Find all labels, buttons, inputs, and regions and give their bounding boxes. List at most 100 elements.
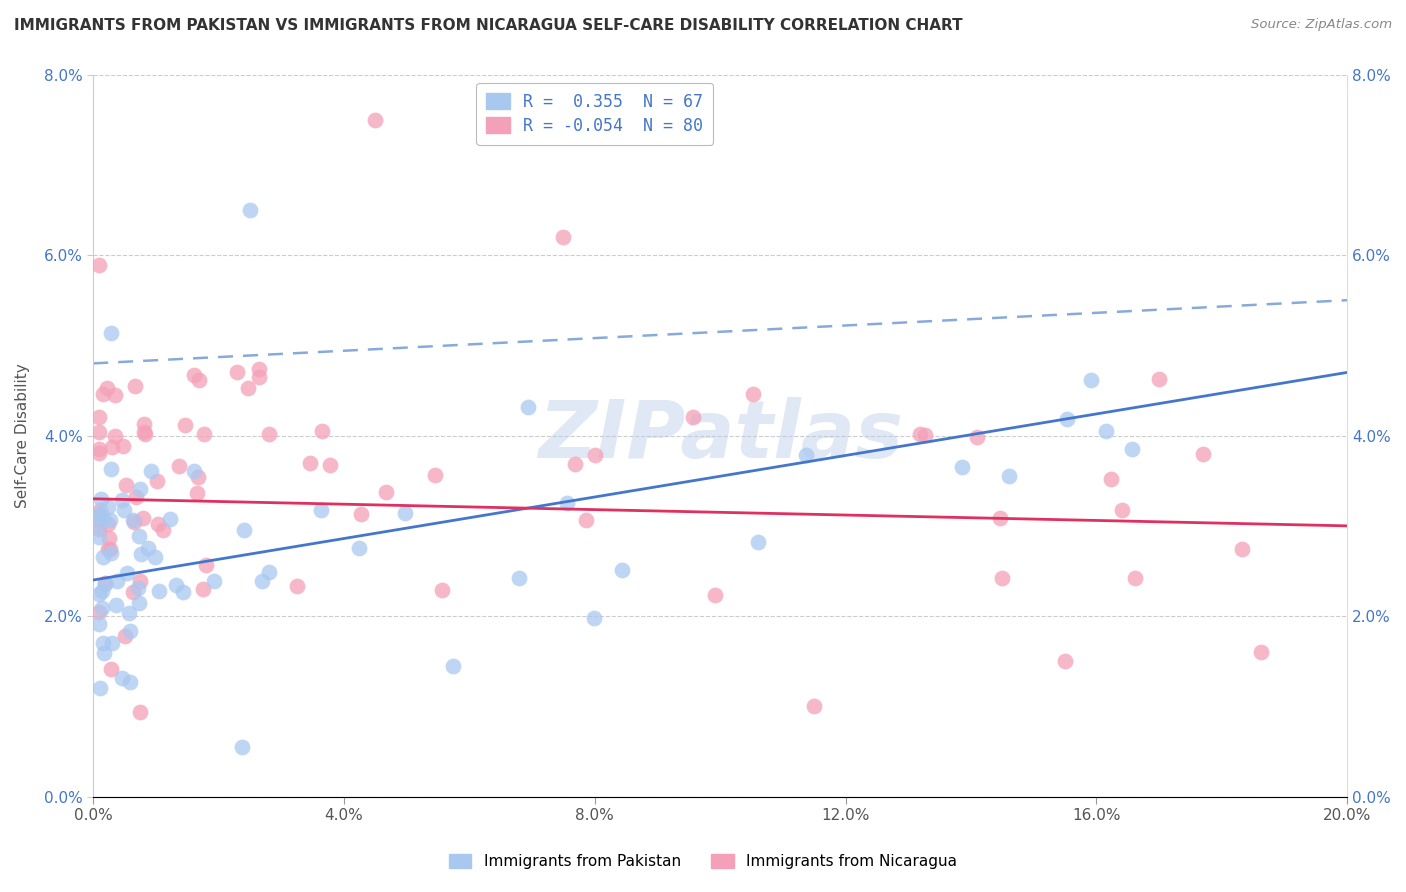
Point — [186, 486, 208, 500]
Text: Source: ZipAtlas.com: Source: ZipAtlas.com — [1251, 18, 1392, 31]
Point — [104, 429, 127, 443]
Point — [225, 365, 247, 379]
Point — [1111, 503, 1133, 517]
Point — [991, 571, 1014, 585]
Point — [112, 502, 135, 516]
Point — [516, 400, 538, 414]
Point — [195, 558, 218, 573]
Point — [128, 529, 150, 543]
Point — [111, 439, 134, 453]
Point — [236, 381, 259, 395]
Point — [101, 440, 124, 454]
Point — [91, 387, 114, 401]
Point — [193, 427, 215, 442]
Point — [555, 496, 578, 510]
Point — [89, 530, 111, 544]
Point — [747, 534, 769, 549]
Point — [441, 659, 464, 673]
Point — [139, 464, 162, 478]
Point — [794, 448, 817, 462]
Point — [105, 574, 128, 588]
Point — [91, 636, 114, 650]
Point — [89, 258, 111, 272]
Point — [174, 417, 197, 432]
Point — [146, 517, 169, 532]
Point — [90, 601, 112, 615]
Point — [1250, 645, 1272, 659]
Point — [575, 513, 598, 527]
Point — [132, 417, 155, 431]
Point — [583, 611, 606, 625]
Point — [257, 427, 280, 442]
Point — [309, 502, 332, 516]
Point — [257, 565, 280, 579]
Point — [90, 584, 112, 599]
Point — [89, 587, 111, 601]
Point — [97, 500, 120, 515]
Point — [1147, 372, 1170, 386]
Point — [508, 570, 530, 584]
Point — [741, 386, 763, 401]
Point — [110, 671, 132, 685]
Point — [375, 485, 398, 500]
Point — [89, 523, 111, 537]
Point — [90, 492, 112, 507]
Point — [1099, 472, 1122, 486]
Point — [430, 582, 453, 597]
Text: IMMIGRANTS FROM PAKISTAN VS IMMIGRANTS FROM NICARAGUA SELF-CARE DISABILITY CORRE: IMMIGRANTS FROM PAKISTAN VS IMMIGRANTS F… — [14, 18, 963, 33]
Point — [169, 458, 191, 473]
Point — [803, 699, 825, 714]
Point — [89, 512, 111, 526]
Point — [129, 482, 152, 496]
Point — [191, 582, 214, 597]
Point — [146, 475, 169, 489]
Point — [115, 477, 138, 491]
Point — [682, 410, 704, 425]
Point — [136, 541, 159, 556]
Point — [183, 368, 205, 382]
Point — [285, 579, 308, 593]
Point — [908, 427, 931, 442]
Legend: Immigrants from Pakistan, Immigrants from Nicaragua: Immigrants from Pakistan, Immigrants fro… — [443, 847, 963, 875]
Point — [1054, 654, 1077, 668]
Point — [1121, 442, 1143, 457]
Point — [998, 469, 1021, 483]
Point — [89, 503, 111, 517]
Point — [553, 230, 575, 244]
Point — [125, 490, 148, 504]
Point — [159, 511, 181, 525]
Point — [132, 425, 155, 439]
Point — [100, 326, 122, 341]
Point — [183, 464, 205, 478]
Point — [89, 446, 111, 460]
Point — [349, 507, 371, 521]
Point — [394, 506, 416, 520]
Point — [129, 547, 152, 561]
Point — [98, 541, 121, 556]
Point — [93, 549, 115, 564]
Point — [93, 511, 115, 525]
Point — [231, 740, 253, 755]
Point — [97, 532, 120, 546]
Point — [118, 674, 141, 689]
Point — [988, 511, 1011, 525]
Point — [104, 388, 127, 402]
Point — [121, 584, 143, 599]
Legend: R =  0.355  N = 67, R = -0.054  N = 80: R = 0.355 N = 67, R = -0.054 N = 80 — [477, 83, 713, 145]
Point — [187, 470, 209, 484]
Point — [1095, 424, 1118, 438]
Point — [122, 516, 145, 530]
Point — [1232, 541, 1254, 556]
Point — [120, 624, 142, 638]
Point — [564, 457, 586, 471]
Point — [105, 598, 128, 612]
Point — [1056, 411, 1078, 425]
Point — [188, 373, 211, 387]
Point — [966, 430, 988, 444]
Point — [89, 681, 111, 695]
Point — [423, 467, 446, 482]
Point — [134, 426, 156, 441]
Point — [128, 596, 150, 610]
Point — [319, 458, 342, 472]
Point — [239, 202, 262, 217]
